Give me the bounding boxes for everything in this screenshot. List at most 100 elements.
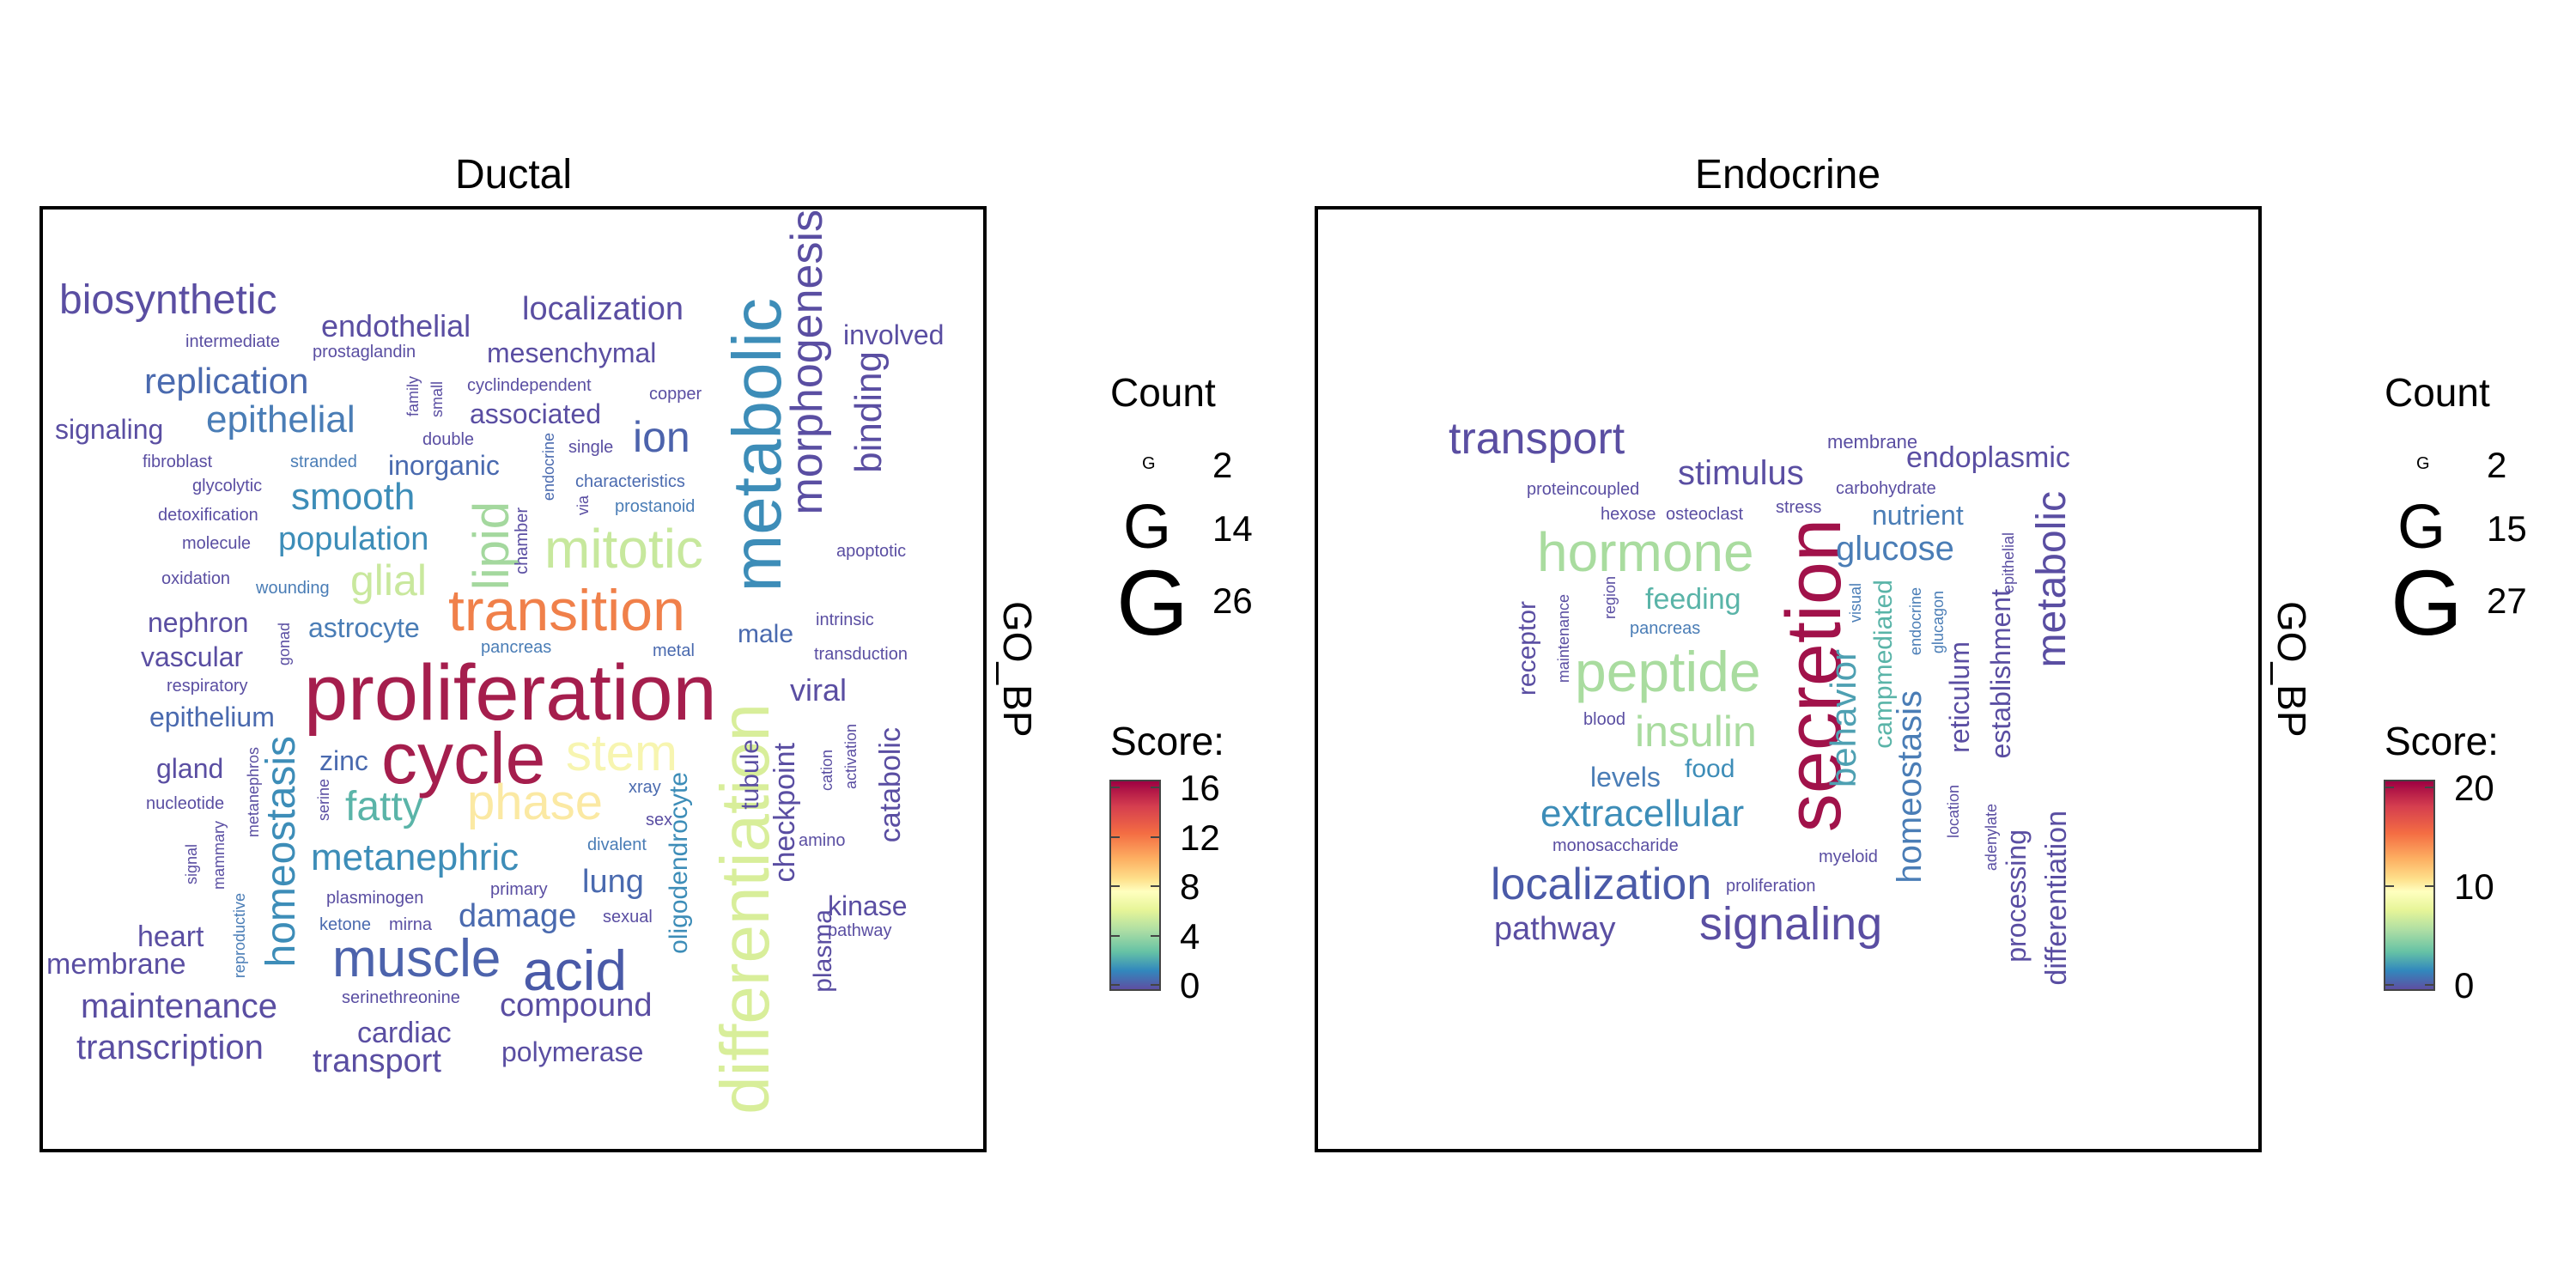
wordcloud-term: processing [2001,829,2032,963]
wordcloud-term: wounding [256,579,330,598]
facet-label-endocrine: GO_BP [2269,601,2314,738]
count-legend-glyph-large: G [1116,550,1189,654]
wordcloud-term: endothelial [321,308,471,343]
wordcloud-term: oligodendrocyte [665,772,693,954]
wordcloud-term: male [738,620,794,648]
wordcloud-term: nutrient [1872,500,1964,531]
colorbar-tick-label: 0 [2454,965,2475,1005]
wordcloud-term: pathway [828,921,892,940]
wordcloud-panel-endocrine: secretion hormone peptide insulin transport l… [1315,206,2262,1152]
wordcloud-term: replication [144,361,309,401]
colorbar-tick [1151,885,1159,887]
count-legend-title-ductal: Count [1110,370,1216,415]
wordcloud-term: endocrine [540,433,557,501]
wordcloud-term: muscle [332,929,501,988]
colorbar-tick [1111,835,1120,838]
wordcloud-term: peptide [1575,640,1761,703]
wordcloud-term: monosaccharide [1552,836,1679,855]
wordcloud-term: stranded [290,453,357,471]
count-legend-title-endocrine: Count [2385,370,2490,415]
wordcloud-term: osteoclast [1666,505,1744,524]
wordcloud-term: apoptotic [836,542,907,561]
wordcloud-term: proteincoupled [1527,480,1640,499]
count-legend-glyph-medium: G [1123,493,1172,562]
wordcloud-term: intrinsic [816,611,874,629]
wordcloud-term: glucagon [1929,591,1947,654]
wordcloud-term: metabolic [719,298,795,592]
wordcloud-term: tubule [736,739,764,810]
colorbar-tick-label: 4 [1180,915,1200,957]
count-legend-glyph-small: G [1142,454,1156,473]
wordcloud-term: fibroblast [143,453,213,471]
wordcloud-term: signaling [1699,898,1883,950]
wordcloud-term: transport [1449,414,1625,464]
wordcloud-term: lung [582,864,644,900]
wordcloud-term: homeostasis [1891,690,1929,884]
colorbar-tick [1151,984,1159,986]
wordcloud-term: pathway [1494,911,1616,947]
wordcloud-term: sexual [603,908,653,927]
wordcloud-term: respiratory [167,677,248,696]
wordcloud-term: homeostasis [258,736,304,968]
wordcloud-term: maintenance [1555,594,1572,683]
wordcloud-term: plasminogen [326,889,424,908]
colorbar-tick-label: 8 [1180,866,1200,907]
wordcloud-term: morphogenesis [782,210,832,515]
wordcloud-term: intermediate [185,332,281,351]
wordcloud-term: epithelial [2000,532,2017,594]
wordcloud-term: single [568,438,614,457]
wordcloud-term: involved [843,319,945,350]
wordcloud-term: visual [1847,583,1864,623]
wordcloud-term: molecule [182,534,252,553]
wordcloud-term: membrane [46,948,186,981]
colorbar-tick [1111,885,1120,887]
wordcloud-term: small [428,381,446,418]
wordcloud-term: metabolic [2029,491,2075,668]
count-legend-glyph-large: G [2391,550,2464,654]
wordcloud-term: fatty [345,784,423,829]
wordcloud-term: characteristics [575,472,685,491]
wordcloud-term: double [422,430,475,449]
wordcloud-term: kinase [828,890,908,921]
wordcloud-term: adenylate [1983,804,2000,872]
wordcloud-term: mesenchymal [487,337,657,368]
wordcloud-term: catabolic [874,727,907,843]
wordcloud-term: smooth [291,476,416,518]
wordcloud-term: serine [315,779,332,822]
colorbar-tick-label: 10 [2454,866,2494,907]
wordcloud-term: behavior [1823,649,1863,788]
wordcloud-term: endocrine [1907,587,1924,656]
wordcloud-term: food [1685,755,1735,783]
wordcloud-term: feeding [1645,583,1741,616]
wordcloud-term: reproductive [231,893,248,979]
wordcloud-term: cardiac [357,1017,452,1049]
colorbar-tick-label: 16 [1180,768,1220,808]
wordcloud-term: primary [490,880,548,899]
wordcloud-term: mitotic [544,518,703,580]
wordcloud-term: associated [470,398,601,429]
wordcloud-term: insulin [1635,708,1757,756]
wordcloud-term: localization [522,291,683,327]
wordcloud-term: reticulum [1944,641,1975,753]
wordcloud-term: campmediated [1869,580,1898,749]
wordcloud-term: viral [790,672,848,708]
wordcloud-term: prostanoid [615,497,696,516]
wordcloud-term: sex [646,811,673,829]
wordcloud-term: phase [467,775,604,830]
colorbar-tick [1151,934,1159,937]
wordcloud-term: amino [799,831,846,850]
wordcloud-term: epithelial [206,398,355,440]
wordcloud-term: via [574,495,592,516]
wordcloud-term: compound [500,987,653,1024]
wordcloud-term: glial [350,556,427,605]
wordcloud-term: hexose [1601,505,1656,524]
wordcloud-term: inorganic [388,450,500,481]
count-legend-value: 15 [2487,508,2527,549]
wordcloud-term: establishment [1985,589,2016,759]
colorbar-tick [1151,835,1159,838]
wordcloud-term: pancreas [1630,619,1701,638]
wordcloud-term: checkpoint [769,743,801,883]
wordcloud-term: differentiation [2040,811,2073,986]
wordcloud-term: stress [1776,498,1822,517]
wordcloud-term: metal [653,641,695,660]
